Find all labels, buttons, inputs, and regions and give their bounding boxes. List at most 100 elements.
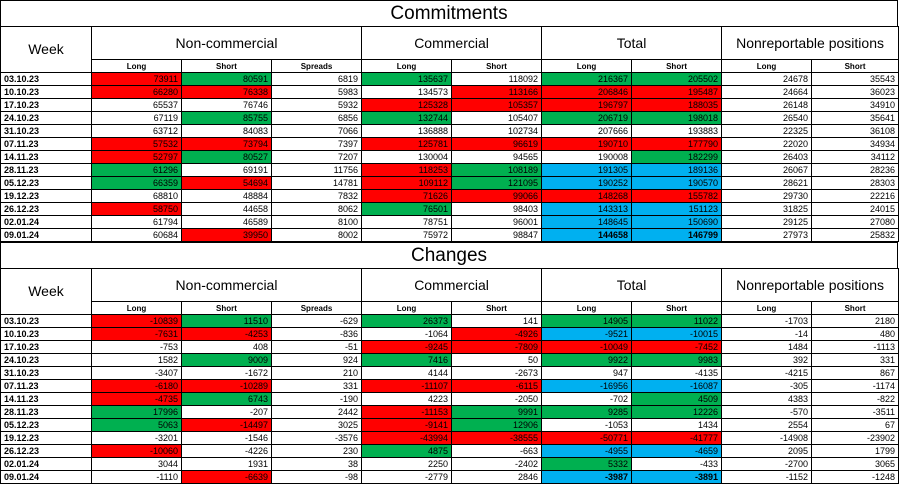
c-long-cell: 118253	[361, 163, 453, 177]
nc-short-cell: 76746	[181, 98, 272, 112]
table-row: 05.12.23 66359 54694 14781 109112 121095 19025…	[0, 176, 900, 190]
t-long-cell: 9922	[541, 353, 633, 367]
changes-nc-short-header: Short	[181, 301, 272, 315]
t-short-cell: 195487	[631, 85, 723, 99]
nc-long-cell: 68810	[91, 189, 182, 203]
nc-short-header: Short	[181, 59, 272, 73]
commitments-rows: 03.10.23 73911 80591 6819 135637 118092 216367…	[0, 72, 900, 242]
nc-short-cell: 44658	[181, 202, 272, 216]
c-long-cell: 4875	[361, 444, 453, 458]
t-short-cell: 12226	[631, 405, 723, 419]
t-long-cell: 14905	[541, 314, 633, 328]
week-cell: 03.10.23	[0, 72, 92, 86]
nc-long-cell: 52797	[91, 150, 182, 164]
table-row: 09.01.24 60684 39950 8002 75972 98847 144658 14…	[0, 228, 900, 242]
changes-spreads-header: Spreads	[270, 301, 363, 315]
nr-long-cell: 31825	[721, 202, 813, 216]
c-long-cell: 78751	[361, 215, 453, 229]
t-long-cell: 207666	[541, 124, 633, 138]
nc-short-cell: 84083	[181, 124, 272, 138]
week-cell: 19.12.23	[0, 431, 92, 445]
t-long-cell: 9285	[541, 405, 633, 419]
nc-long-cell: -753	[91, 340, 182, 354]
c-short-cell: 2846	[451, 470, 543, 484]
spreads-cell: 7832	[270, 189, 363, 203]
t-long-cell: -4955	[541, 444, 633, 458]
nr-long-cell: -305	[721, 379, 813, 393]
nr-long-cell: 26540	[721, 111, 813, 125]
spreads-cell: -836	[270, 327, 363, 341]
table-row: 05.12.23 5063 -14497 3025 -9141 12906 -1053 143…	[0, 418, 900, 432]
nr-short-cell: 36023	[811, 85, 900, 99]
changes-title: Changes	[0, 242, 898, 268]
week-cell: 24.10.23	[0, 111, 92, 125]
nr-short-cell: -822	[811, 392, 900, 406]
changes-week-header: Week	[0, 268, 92, 315]
t-short-cell: 4509	[631, 392, 723, 406]
c-short-cell: 98847	[451, 228, 543, 242]
nr-long-cell: 22325	[721, 124, 813, 138]
nr-long-cell: -14908	[721, 431, 813, 445]
c-short-cell: 96619	[451, 137, 543, 151]
c-long-cell: -2779	[361, 470, 453, 484]
c-short-cell: 12906	[451, 418, 543, 432]
c-long-header: Long	[361, 59, 453, 73]
t-short-cell: -3891	[631, 470, 723, 484]
table-row: 26.12.23 58750 44658 8062 76501 98403 143313 15…	[0, 202, 900, 216]
t-long-cell: 216367	[541, 72, 633, 86]
table-row: 31.10.23 63712 84083 7066 136888 102734 207666…	[0, 124, 900, 138]
table-row: 14.11.23 52797 80527 7207 130004 94565 190008 1…	[0, 150, 900, 164]
c-short-cell: 94565	[451, 150, 543, 164]
nc-short-cell: -4226	[181, 444, 272, 458]
nr-short-cell: 2180	[811, 314, 900, 328]
spreads-cell: 8002	[270, 228, 363, 242]
nc-short-cell: 80591	[181, 72, 272, 86]
table-row: 02.01.24 61794 46589 8100 78751 96001 148645 15…	[0, 215, 900, 229]
nc-long-cell: 67119	[91, 111, 182, 125]
t-long-cell: 947	[541, 366, 633, 380]
nr-short-cell: 34112	[811, 150, 900, 164]
nr-short-cell: 867	[811, 366, 900, 380]
spreads-cell: -98	[270, 470, 363, 484]
nr-long-cell: 29125	[721, 215, 813, 229]
changes-t-long-header: Long	[541, 301, 633, 315]
t-long-cell: 190710	[541, 137, 633, 151]
c-long-cell: -43994	[361, 431, 453, 445]
spreads-cell: 7207	[270, 150, 363, 164]
c-long-cell: 125328	[361, 98, 453, 112]
c-long-cell: 130004	[361, 150, 453, 164]
t-short-cell: 155782	[631, 189, 723, 203]
nc-long-cell: 66280	[91, 85, 182, 99]
c-short-cell: -2673	[451, 366, 543, 380]
table-row: 24.10.23 1582 9009 924 7416 50 9922 9983 392 331	[0, 353, 900, 367]
table-row: 17.10.23 65537 76746 5932 125328 105357 196797…	[0, 98, 900, 112]
c-short-cell: 102734	[451, 124, 543, 138]
c-short-cell: -2050	[451, 392, 543, 406]
t-short-cell: -10015	[631, 327, 723, 341]
nc-short-cell: 73794	[181, 137, 272, 151]
c-short-cell: -7809	[451, 340, 543, 354]
c-short-cell: 9991	[451, 405, 543, 419]
nr-short-cell: -1174	[811, 379, 900, 393]
table-row: 31.10.23 -3407 -1672 210 4144 -2673 947 -4135 -4…	[0, 366, 900, 380]
commercial-header: Commercial	[361, 26, 543, 60]
c-long-cell: 109112	[361, 176, 453, 190]
nc-short-cell: 6743	[181, 392, 272, 406]
nr-short-cell: 1799	[811, 444, 900, 458]
nr-short-cell: -1113	[811, 340, 900, 354]
spreads-cell: 38	[270, 457, 363, 471]
c-long-cell: -11107	[361, 379, 453, 393]
t-short-cell: 193883	[631, 124, 723, 138]
week-cell: 09.01.24	[0, 470, 92, 484]
total-header: Total	[541, 26, 723, 60]
week-cell: 05.12.23	[0, 176, 92, 190]
week-cell: 24.10.23	[0, 353, 92, 367]
nr-long-cell: -1703	[721, 314, 813, 328]
week-cell: 05.12.23	[0, 418, 92, 432]
nr-long-header: Long	[721, 59, 813, 73]
t-short-cell: -4135	[631, 366, 723, 380]
c-long-cell: 76501	[361, 202, 453, 216]
nr-long-cell: 22020	[721, 137, 813, 151]
week-cell: 31.10.23	[0, 366, 92, 380]
